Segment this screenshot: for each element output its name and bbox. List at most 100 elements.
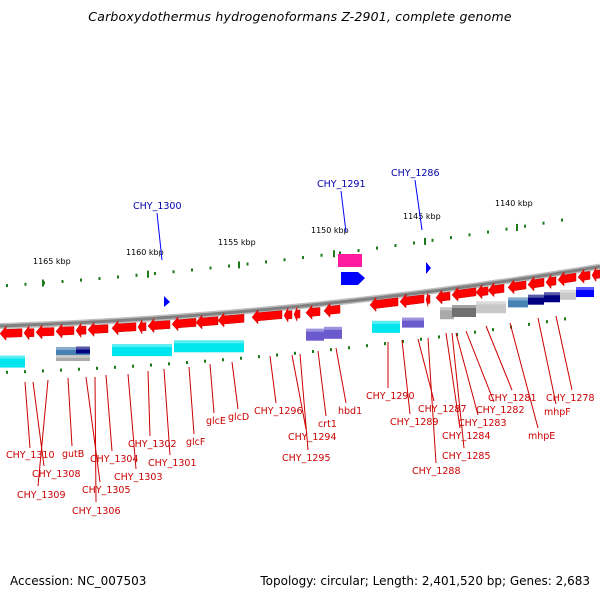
gene-arrow [55,323,75,339]
upper-leader [156,212,163,261]
gene-label: crt1 [318,419,337,430]
cyan-block [174,340,244,353]
grey-block-highlight [452,305,476,309]
purple-block [402,317,424,328]
inner-tick [492,328,494,332]
gene-arrow [0,325,23,342]
gene-leader [94,376,97,503]
gene-arrow [435,289,451,305]
scale-tick [191,268,193,272]
gene-arrow [507,278,527,295]
backbone-line [0,265,600,328]
gene-label: glcE [206,416,226,427]
gene-arrow [577,268,591,284]
gene-arrow [111,320,137,336]
gene-label: CHY_1287 [418,404,467,415]
cyan-block-highlight [112,344,172,348]
grey-block [440,307,454,320]
inner-tick [312,349,314,353]
gene-label: CHY_1294 [288,432,337,443]
gene-arrow [369,296,399,313]
gene-leader [445,332,461,429]
gene-leader [465,330,495,403]
inner-tick [168,362,170,366]
scale-tick [468,233,471,237]
marker-triangle [426,262,431,274]
gene-arrow [591,267,600,283]
scale-major-tick [333,250,335,258]
inner-tick [204,359,206,363]
gene-leader [485,325,513,391]
gene-arrow [283,307,293,323]
gene-arrow [217,312,245,328]
inner-tick [420,337,422,341]
inner-tick [240,356,242,360]
gene-leader [32,381,45,467]
scale-tick [6,284,8,288]
purple-block [306,328,324,341]
inner-tick [24,370,26,374]
scale-major-tick [147,270,149,278]
scale-label: 1140 kbp [495,199,533,208]
gene-leader [555,315,573,391]
scale-tick [61,280,64,284]
gene-leader [317,350,327,417]
magenta-feature [338,254,362,267]
scale-tick [561,218,563,222]
grey-block [560,289,576,300]
scale-major-tick [516,223,518,231]
backbone [0,263,600,329]
gene-leader [335,347,347,404]
inner-tick [438,335,440,339]
blue-block-highlight [576,287,594,291]
marker-triangle [164,296,170,307]
gene-label: CHY_1290 [366,391,415,402]
scale-label: 1155 kbp [218,238,256,247]
grey-block [476,301,506,314]
scale-tick [487,230,489,234]
gene-leader [188,366,195,435]
gene-label: CHY_1306 [72,506,121,517]
gene-label: CHY_1304 [90,454,139,465]
gene-arrow [545,273,557,290]
inner-tick [114,365,116,369]
inner-ticks [6,317,566,374]
cyan-block-highlight [0,355,25,359]
upper-feature-labels: CHY_1300 CHY_1291 CHY_1286 [133,168,440,261]
scale-label: 1150 kbp [311,226,349,235]
scale-tick [413,241,415,245]
gene-arrow [251,309,283,325]
gene-label: CHY_1296 [254,406,303,417]
scale-tick [24,282,27,286]
scale-label: 1145 kbp [403,212,441,221]
gene-arrow [87,321,109,338]
inner-tick [528,322,530,326]
inner-tick [456,333,458,337]
upper-leader [414,179,423,231]
scale-major-tick [238,261,240,269]
topology-text: Topology: circular; Length: 2,401,520 bp… [260,574,590,588]
scale-label: 1160 kbp [126,248,164,257]
scale-tick [172,270,175,274]
gene-arrow [451,286,477,302]
cyan-block [0,355,25,368]
gene-arrow [487,281,505,298]
gene-label: CHY_1283 [458,418,507,429]
scale-tick [98,277,101,281]
gene-leader [299,353,309,451]
gene-arrow [75,322,87,339]
scale-tick [394,244,397,248]
gene-arrow [323,302,341,318]
gene-leader [67,377,73,447]
scale-tick [339,251,341,255]
inner-tick [150,363,152,367]
gene-label: glcD [228,412,249,423]
grey-block-highlight [56,355,90,359]
scale-label: 1165 kbp [33,257,71,266]
steelblue-block-highlight [508,297,528,301]
inner-tick [546,320,548,324]
gene-label: CHY_1303 [114,472,163,483]
cyan-block-highlight [174,340,244,344]
gene-leader [209,363,215,414]
steelblue-block [56,347,90,356]
